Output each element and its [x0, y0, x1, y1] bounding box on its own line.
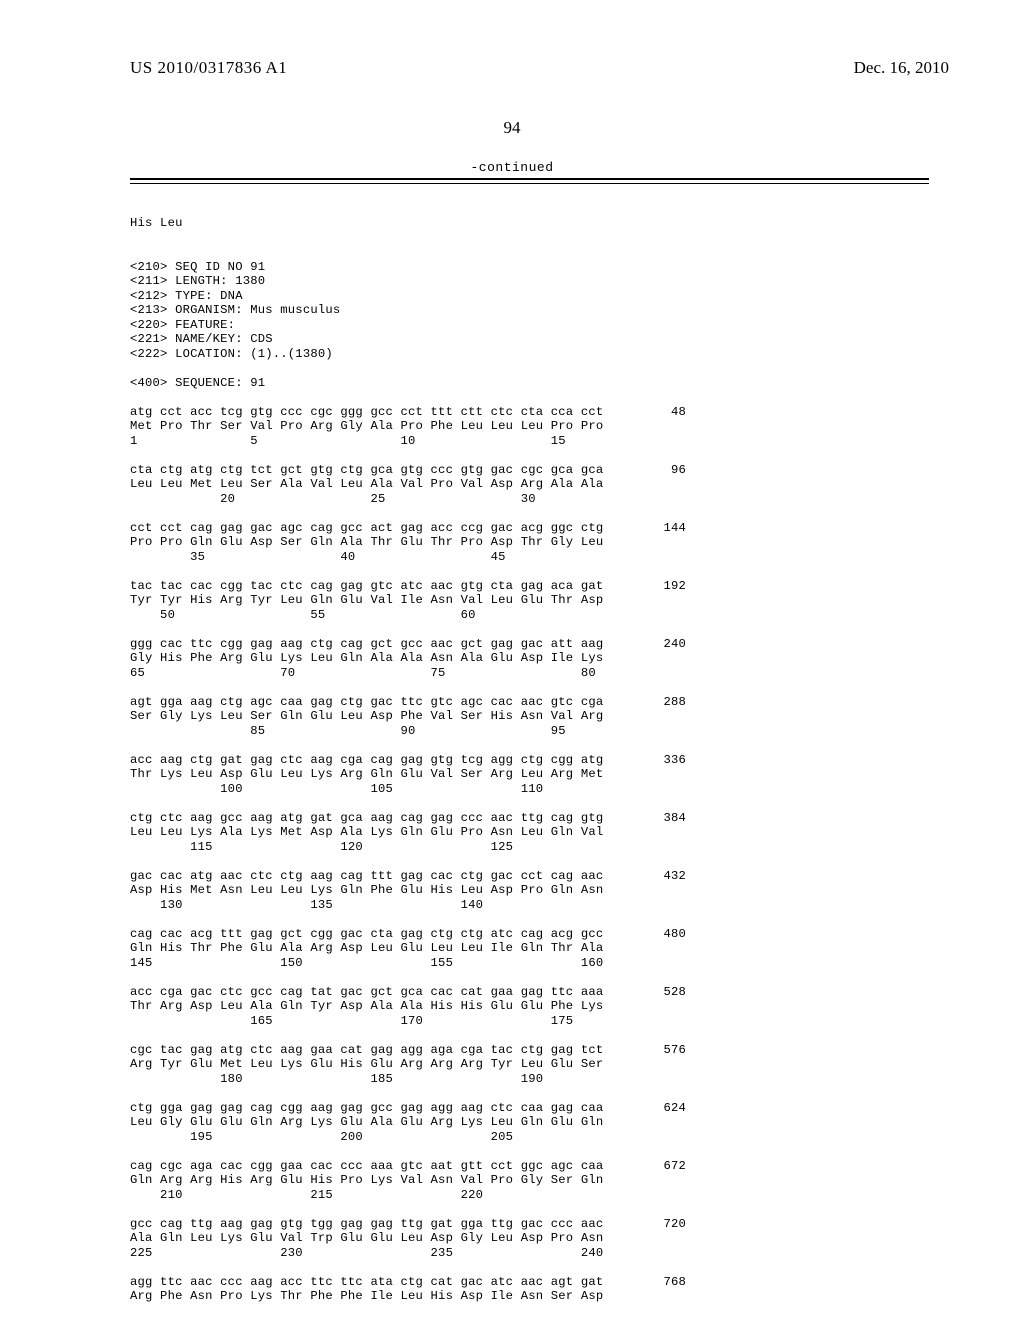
page: US 2010/0317836 A1 Dec. 16, 2010 94 -con…	[0, 0, 1024, 1320]
publication-number: US 2010/0317836 A1	[130, 58, 287, 78]
sequence-listing: His Leu <210> SEQ ID NO 91 <211> LENGTH:…	[130, 216, 686, 1304]
horizontal-rule	[130, 178, 929, 184]
publication-date: Dec. 16, 2010	[854, 58, 949, 78]
page-number: 94	[0, 118, 1024, 138]
continued-label: -continued	[0, 160, 1024, 175]
